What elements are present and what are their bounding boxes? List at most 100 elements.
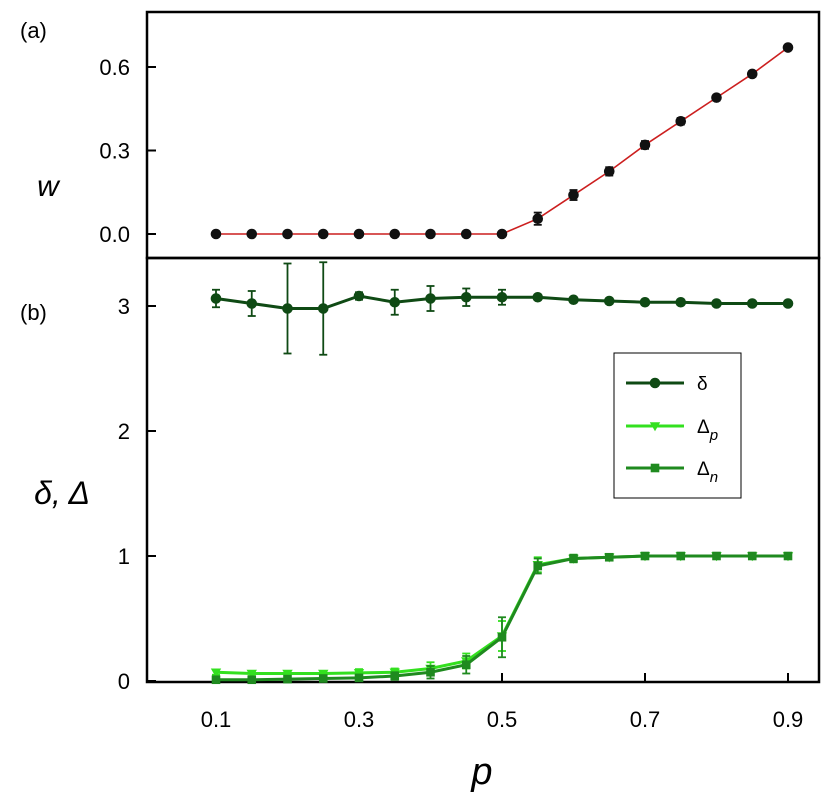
- legend-swatch-marker-1: [649, 422, 661, 432]
- panel-b-s2-point-5: [390, 671, 400, 681]
- panel-b-xtick-label-3: 0.7: [630, 707, 661, 732]
- panel-b-s0-point-7: [460, 291, 472, 303]
- panel-b-s2-point-9: [533, 561, 543, 571]
- panel-b-s0-point-11: [603, 295, 615, 307]
- panel-b-xtick-label-1: 0.3: [344, 707, 375, 732]
- panel-a-point-5: [389, 228, 401, 240]
- panel-b-s0-point-1: [246, 298, 258, 309]
- panel-b-s0-point-15: [746, 298, 758, 309]
- panel-b-frame: [145, 256, 821, 684]
- legend-entry-1: Δp: [626, 417, 718, 444]
- panel-b-xtick-label-0: 0.1: [201, 707, 232, 732]
- panel-a-point-0: [210, 228, 222, 240]
- panel-a-point-6: [425, 228, 436, 240]
- panel-b-s2-point-0: [211, 675, 221, 685]
- panel-b-s1-point-0: [210, 668, 222, 678]
- panel-b-s2-point-7: [461, 660, 471, 670]
- legend-label-2: Δn: [697, 459, 718, 486]
- panel-b-s0-point-12: [639, 296, 651, 308]
- legend-label-1: Δp: [697, 417, 718, 444]
- panel-b-s2-point-2: [283, 674, 292, 684]
- legend-entry-2: Δn: [626, 459, 718, 486]
- legend-label-main-0: δ: [697, 374, 708, 395]
- panel-b-s2-point-15: [747, 551, 757, 561]
- panel-b-s0-point-6: [425, 293, 436, 304]
- panel-b-s2-point-16: [783, 551, 793, 561]
- panel-b-s0-point-13: [675, 296, 687, 308]
- panel-a-point-4: [353, 228, 365, 240]
- panel-b-s0-point-5: [389, 296, 401, 308]
- panel-b-s2-point-1: [247, 675, 257, 685]
- legend-label-0: δ: [697, 374, 708, 395]
- panel-b-ytick-label-2: 2: [118, 419, 130, 444]
- panel-b-x-ticks: 0.1 0.3 0.5 0.7 0.9: [201, 673, 804, 732]
- panel-b-s2-point-12: [640, 551, 650, 561]
- panel-b-ytick-label-0: 0: [118, 669, 130, 694]
- panel-a-y-ticks: 0.0 0.3 0.6: [99, 55, 156, 247]
- legend-entry-0: δ: [626, 374, 708, 395]
- panel-a-ylabel: w: [37, 170, 61, 203]
- panel-a-point-12: [639, 139, 651, 151]
- panel-a-label: (a): [20, 18, 47, 43]
- panel-b-s2-point-13: [676, 551, 686, 561]
- panel-b-s1-point-1: [246, 669, 257, 679]
- panel-b-s1-point-2: [282, 669, 293, 679]
- panel-a-point-11: [603, 166, 615, 177]
- panel-b-s0-point-2: [282, 303, 293, 314]
- panel-a-point-10: [568, 189, 579, 201]
- legend-label-main-1: Δ: [697, 417, 710, 438]
- panel-b-s0-point-16: [782, 298, 794, 309]
- panel-a-point-14: [711, 92, 722, 103]
- panel-b-s2-point-14: [712, 551, 721, 561]
- legend-swatch-marker-0: [649, 377, 661, 389]
- panel-b-s2-point-8: [497, 632, 507, 642]
- panel-b-series-0: [210, 261, 794, 356]
- panel-b-xtick-label-2: 0.5: [487, 707, 518, 732]
- panel-b-s0-point-14: [711, 298, 722, 309]
- panel-a-frame: [145, 10, 821, 260]
- panel-b-s0-point-3: [317, 303, 329, 314]
- panel-b-ylabel: δ, Δ: [34, 475, 90, 511]
- panel-a-point-2: [282, 228, 293, 240]
- panel-b-s2-point-3: [318, 674, 328, 683]
- panel-a-series: [210, 42, 794, 240]
- legend-label-sub-1: p: [709, 427, 718, 444]
- panel-a-ytick-label-1: 0.3: [99, 139, 130, 164]
- panel-a-ytick-label-0: 0.0: [99, 222, 130, 247]
- panel-b-s0-point-9: [532, 291, 544, 303]
- panel-b-s2-point-11: [604, 552, 614, 562]
- panel-b-y-ticks: 0 1 2 3: [118, 294, 156, 694]
- panel-a-point-1: [246, 228, 258, 240]
- panel-b-s0-point-0: [210, 293, 222, 304]
- panel-b-xtick-label-4: 0.9: [773, 707, 804, 732]
- panel-b-s2-point-6: [426, 667, 435, 677]
- panel-a-point-16: [782, 42, 794, 53]
- panel-b-s2-point-4: [354, 673, 364, 683]
- legend-swatch-marker-2: [650, 463, 660, 473]
- panel-b-series: [210, 261, 794, 685]
- panel-b-label: (b): [20, 300, 47, 325]
- panel-b-ytick-label-3: 3: [118, 294, 130, 319]
- panel-a-point-9: [532, 213, 544, 224]
- panel-b-s0-point-10: [568, 294, 579, 306]
- legend-label-sub-2: n: [710, 469, 718, 486]
- panel-a: (a) w 0.0 0.3 0.6: [20, 10, 821, 260]
- panel-b-s2-point-10: [569, 554, 578, 563]
- panel-a-ytick-label-2: 0.6: [99, 55, 130, 80]
- panel-a-point-3: [317, 228, 329, 240]
- legend-label-main-2: Δ: [697, 459, 710, 480]
- panel-a-series-line-0: [216, 46, 789, 235]
- x-axis-label: p: [470, 751, 492, 793]
- panel-b-s0-point-8: [496, 291, 508, 303]
- panel-b-ytick-label-1: 1: [118, 544, 130, 569]
- panel-a-point-13: [675, 115, 687, 127]
- panel-b-series-2: [211, 551, 793, 685]
- panel-a-point-15: [746, 68, 758, 80]
- panel-b-series-1: [210, 552, 794, 679]
- panel-a-point-8: [496, 228, 508, 240]
- panel-a-point-7: [460, 228, 472, 240]
